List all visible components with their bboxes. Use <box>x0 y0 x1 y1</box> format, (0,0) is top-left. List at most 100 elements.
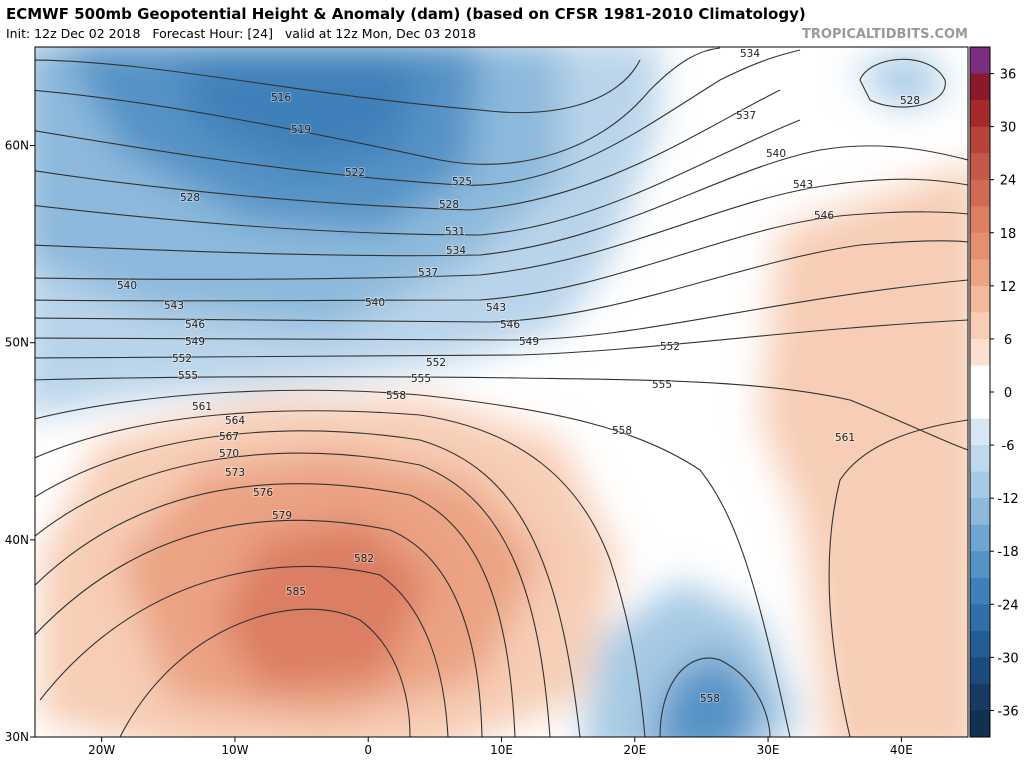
x-tick-label: 20E <box>623 743 646 757</box>
contour-label: 519 <box>291 124 311 136</box>
contour-label: 534 <box>740 48 760 60</box>
colorbar-band <box>970 657 990 685</box>
colorbar-tick-label: 12 <box>1000 280 1017 295</box>
colorbar-band <box>970 524 990 552</box>
colorbar-band <box>970 47 990 75</box>
contour-label: 558 <box>700 693 720 705</box>
y-tick-label: 60N <box>5 139 29 153</box>
contour-label: 576 <box>253 487 273 499</box>
contour-label: 537 <box>418 267 438 279</box>
colorbar-band <box>970 73 990 101</box>
colorbar-band <box>970 683 990 711</box>
y-tick-label: 40N <box>5 533 29 547</box>
contour-label: 561 <box>192 401 212 413</box>
x-tick-label: 0 <box>364 743 372 757</box>
contour-label: 528 <box>900 95 920 107</box>
y-tick-label: 30N <box>5 730 29 744</box>
colorbar-band <box>970 630 990 658</box>
contour-label: 540 <box>365 297 385 309</box>
colorbar-band <box>970 126 990 154</box>
contour-label: 543 <box>486 302 506 314</box>
colorbar-tick-label: 36 <box>1000 68 1017 83</box>
axes: 20W 10W 0 10E 20E 30E 40E 30N 40N 50N 60N <box>5 139 913 757</box>
x-tick-label: 10E <box>490 743 513 757</box>
contour-label: 552 <box>426 357 446 369</box>
contour-label: 543 <box>164 300 184 312</box>
colorbar-band <box>970 153 990 181</box>
colorbar-tick-label: 18 <box>1000 227 1017 242</box>
contour-label: 555 <box>411 373 431 385</box>
x-tick-label: 30E <box>757 743 780 757</box>
colorbar-tick-label: 6 <box>1004 333 1012 348</box>
colorbar-band <box>970 551 990 579</box>
contour-label: 546 <box>500 319 520 331</box>
x-tick-label: 40E <box>890 743 913 757</box>
contour-label: 534 <box>446 245 466 257</box>
contour-label: 549 <box>185 336 205 348</box>
contour-label: 516 <box>271 92 291 104</box>
colorbar-band <box>970 471 990 499</box>
colorbar-band <box>970 604 990 632</box>
contour-label: 525 <box>452 176 472 188</box>
contour-label: 543 <box>793 179 813 191</box>
anomaly-shading <box>35 47 968 737</box>
contour-label: 537 <box>736 110 756 122</box>
colorbar-tick-label: 24 <box>1000 174 1017 189</box>
contour-label: 558 <box>612 425 632 437</box>
colorbar-band <box>970 418 990 446</box>
colorbar-band <box>970 312 990 340</box>
contour-label: 561 <box>835 432 855 444</box>
contours <box>35 47 968 737</box>
colorbar-tick-label: -36 <box>997 704 1018 719</box>
contour-label: 546 <box>814 210 834 222</box>
contour-label: 528 <box>180 192 200 204</box>
x-tick-label: 10W <box>221 743 248 757</box>
title: ECMWF 500mb Geopotential Height & Anomal… <box>6 5 806 23</box>
contour-label: 579 <box>272 510 292 522</box>
colorbar-tick-label: -6 <box>1002 439 1015 454</box>
colorbar-band <box>970 392 990 420</box>
contour-label: 531 <box>445 226 465 238</box>
contour-label: 552 <box>172 353 192 365</box>
subtitle: Init: 12z Dec 02 2018 Forecast Hour: [24… <box>6 26 476 41</box>
colorbar-band <box>970 206 990 234</box>
contour-label: 555 <box>652 379 672 391</box>
colorbar: 36 30 24 18 12 6 0 -6 -12 -18 -24 -30 -36 <box>969 46 1019 738</box>
colorbar-band <box>970 285 990 313</box>
colorbar-tick-label: -18 <box>997 545 1018 560</box>
y-tick-label: 50N <box>5 336 29 350</box>
colorbar-band <box>970 710 990 738</box>
colorbar-tick-label: 30 <box>1000 121 1017 136</box>
contour-label: 555 <box>178 370 198 382</box>
contour-label: 549 <box>519 336 539 348</box>
contour-label: 528 <box>439 199 459 211</box>
colorbar-tick-label: -24 <box>997 598 1018 613</box>
colorbar-band <box>970 445 990 473</box>
colorbar-tick-label: -30 <box>997 651 1018 666</box>
contour-label: 552 <box>660 341 680 353</box>
colorbar-band <box>970 338 990 366</box>
contour-label: 522 <box>345 167 365 179</box>
colorbar-tick-label: 0 <box>1004 386 1012 401</box>
contour-label: 573 <box>225 467 245 479</box>
colorbar-band <box>970 179 990 207</box>
contour-label: 540 <box>117 280 137 292</box>
colorbar-band <box>970 365 990 393</box>
contour-label: 567 <box>219 431 239 443</box>
contour-label: 564 <box>225 415 245 427</box>
colorbar-band <box>970 232 990 260</box>
colorbar-band <box>970 498 990 526</box>
contour-label: 582 <box>354 553 374 565</box>
contour-label: 558 <box>386 390 406 402</box>
colorbar-tick-label: -12 <box>997 492 1018 507</box>
contour-label: 585 <box>286 586 306 598</box>
contour-label: 546 <box>185 319 205 331</box>
colorbar-band <box>970 100 990 128</box>
x-tick-label: 20W <box>88 743 115 757</box>
colorbar-band <box>970 259 990 287</box>
source: TROPICALTIDBITS.COM <box>802 27 968 42</box>
contour-label: 540 <box>766 148 786 160</box>
